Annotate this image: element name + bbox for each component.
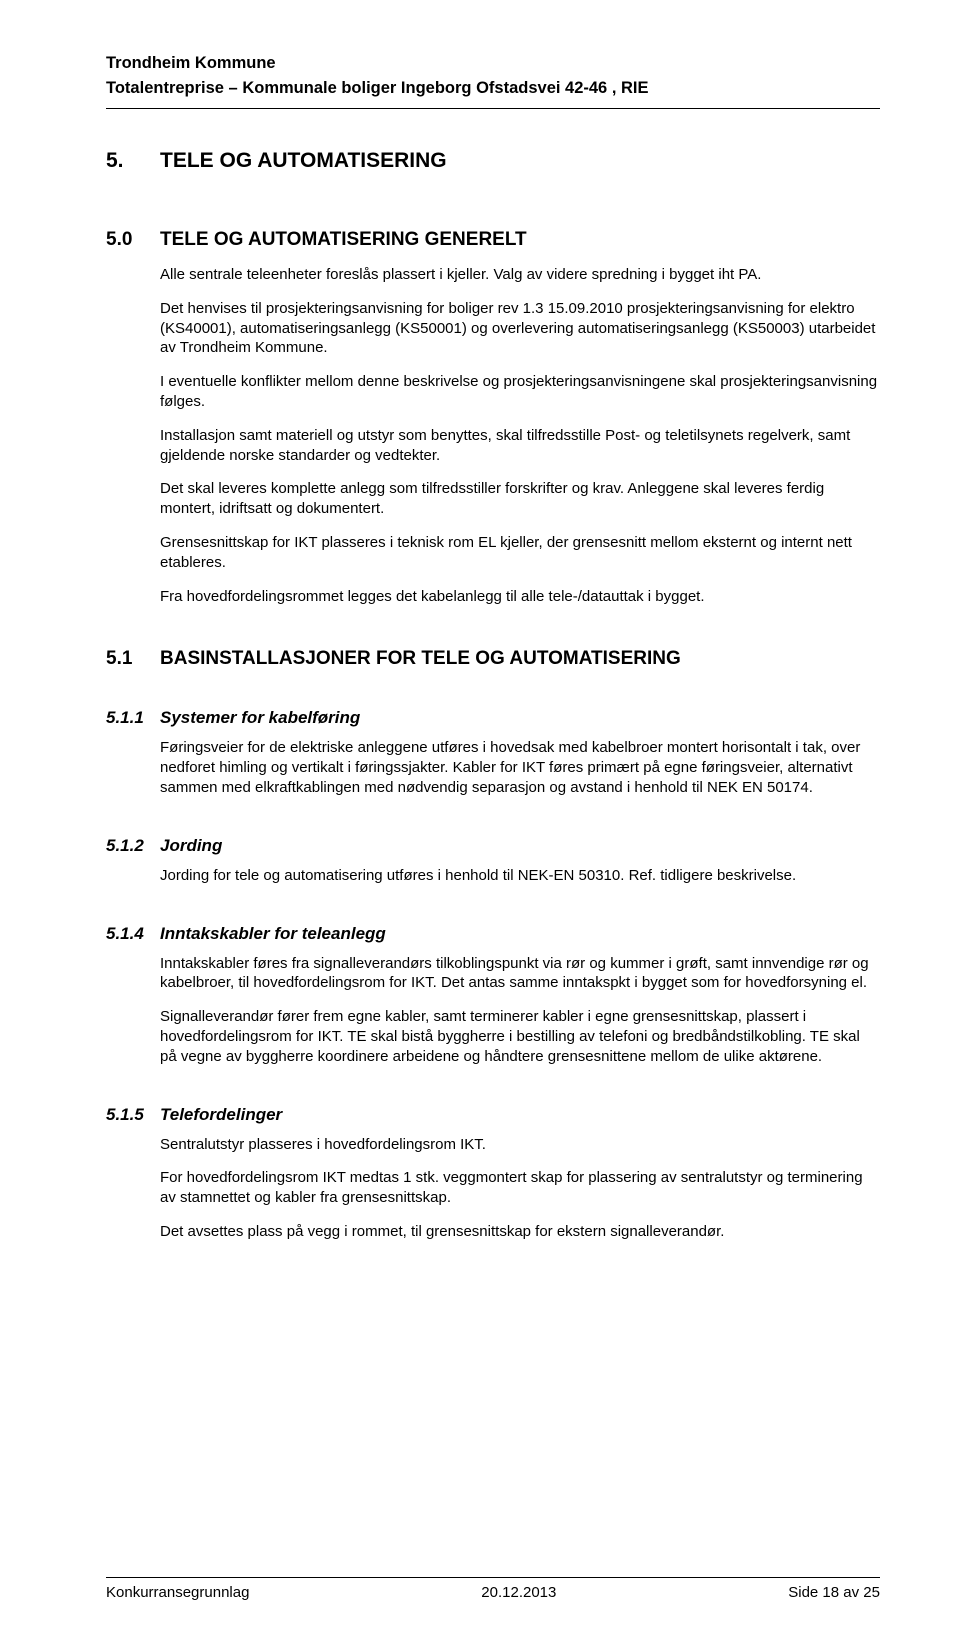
- body-5-1-1: Føringsveier for de elektriske anleggene…: [160, 738, 880, 797]
- para: Føringsveier for de elektriske anleggene…: [160, 738, 880, 797]
- para: Inntakskabler føres fra signalleverandør…: [160, 954, 880, 994]
- heading-5-1-2: 5.1.2 Jording: [106, 812, 880, 866]
- para: For hovedfordelingsrom IKT medtas 1 stk.…: [160, 1168, 880, 1208]
- heading-5: 5. TELE OG AUTOMATISERING: [106, 149, 880, 201]
- para: Det skal leveres komplette anlegg som ti…: [160, 479, 880, 519]
- header-org: Trondheim Kommune: [106, 54, 880, 73]
- heading-5-1-5: 5.1.5 Telefordelinger: [106, 1081, 880, 1135]
- body-5-1-2: Jording for tele og automatisering utfør…: [160, 866, 880, 886]
- heading-5-1-1-title: Systemer for kabelføring: [160, 708, 880, 728]
- heading-5-1-2-title: Jording: [160, 836, 880, 856]
- heading-5-title: TELE OG AUTOMATISERING: [160, 149, 880, 173]
- heading-5-1-1: 5.1.1 Systemer for kabelføring: [106, 684, 880, 738]
- footer-left: Konkurransegrunnlag: [106, 1584, 249, 1601]
- para: Grensesnittskap for IKT plasseres i tekn…: [160, 533, 880, 573]
- header-rule: [106, 108, 880, 109]
- heading-5-1: 5.1 BASINSTALLASJONER FOR TELE OG AUTOMA…: [106, 620, 880, 684]
- heading-5-1-4: 5.1.4 Inntakskabler for teleanlegg: [106, 900, 880, 954]
- heading-5-1-1-num: 5.1.1: [106, 708, 160, 728]
- para: Det avsettes plass på vegg i rommet, til…: [160, 1222, 880, 1242]
- heading-5-1-4-num: 5.1.4: [106, 924, 160, 944]
- body-5-1-5: Sentralutstyr plasseres i hovedfordeling…: [160, 1135, 880, 1242]
- para: I eventuelle konflikter mellom denne bes…: [160, 372, 880, 412]
- para: Alle sentrale teleenheter foreslås plass…: [160, 265, 880, 285]
- para: Jording for tele og automatisering utfør…: [160, 866, 880, 886]
- heading-5-0-num: 5.0: [106, 229, 160, 251]
- heading-5-1-title: BASINSTALLASJONER FOR TELE OG AUTOMATISE…: [160, 648, 880, 670]
- para: Installasjon samt materiell og utstyr so…: [160, 426, 880, 466]
- footer-center: 20.12.2013: [481, 1584, 556, 1601]
- para: Det henvises til prosjekteringsanvisning…: [160, 299, 880, 358]
- heading-5-num: 5.: [106, 149, 160, 173]
- page-header: Trondheim Kommune Totalentreprise – Komm…: [106, 54, 880, 109]
- heading-5-1-2-num: 5.1.2: [106, 836, 160, 856]
- heading-5-1-num: 5.1: [106, 648, 160, 670]
- page-footer: Konkurransegrunnlag 20.12.2013 Side 18 a…: [106, 1577, 880, 1601]
- heading-5-0-title: TELE OG AUTOMATISERING GENERELT: [160, 229, 880, 251]
- para: Signalleverandør fører frem egne kabler,…: [160, 1007, 880, 1066]
- footer-row: Konkurransegrunnlag 20.12.2013 Side 18 a…: [106, 1584, 880, 1601]
- heading-5-0: 5.0 TELE OG AUTOMATISERING GENERELT: [106, 201, 880, 265]
- heading-5-1-5-title: Telefordelinger: [160, 1105, 880, 1125]
- footer-rule: [106, 1577, 880, 1578]
- para: Sentralutstyr plasseres i hovedfordeling…: [160, 1135, 880, 1155]
- body-5-1-4: Inntakskabler føres fra signalleverandør…: [160, 954, 880, 1067]
- footer-right: Side 18 av 25: [788, 1584, 880, 1601]
- body-5-0: Alle sentrale teleenheter foreslås plass…: [160, 265, 880, 606]
- header-project: Totalentreprise – Kommunale boliger Inge…: [106, 79, 880, 98]
- para: Fra hovedfordelingsrommet legges det kab…: [160, 587, 880, 607]
- heading-5-1-5-num: 5.1.5: [106, 1105, 160, 1125]
- heading-5-1-4-title: Inntakskabler for teleanlegg: [160, 924, 880, 944]
